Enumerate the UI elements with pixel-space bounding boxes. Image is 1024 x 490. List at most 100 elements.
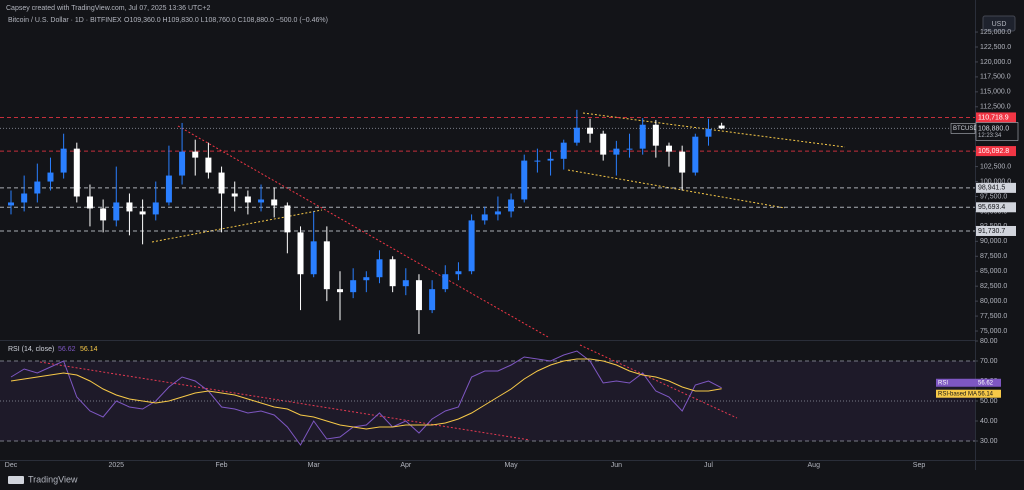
candle-body <box>600 133 607 155</box>
y-tick-label: 100,000.0 <box>980 178 1011 185</box>
y-tick-label: 120,000.0 <box>980 59 1011 66</box>
level-tag <box>976 202 1016 213</box>
candle-body <box>126 202 133 212</box>
candle-body <box>60 148 67 173</box>
y-tick-label: 30.00 <box>980 438 998 445</box>
candle-body <box>626 148 633 150</box>
credit: Capsey created with TradingView.com, Jul… <box>6 5 210 12</box>
x-tick-label: Sep <box>913 462 926 469</box>
candle-body <box>652 124 659 146</box>
candle-body <box>442 274 449 290</box>
series-line <box>10 350 722 446</box>
candle-body <box>86 196 93 209</box>
candle-body <box>271 199 278 206</box>
candle-body <box>73 148 80 197</box>
value-tag <box>936 389 1001 398</box>
series-line <box>10 358 722 430</box>
candle-body <box>244 196 251 203</box>
value-tag-label: 56.62 <box>978 380 994 386</box>
level-tag <box>976 112 1016 123</box>
symbol-label: BTCUSD <box>953 126 978 132</box>
level-label: 95,693.4 <box>978 204 1005 211</box>
y-tick-label: 40.00 <box>980 418 998 425</box>
level-label: 105,092.8 <box>978 148 1009 155</box>
y-tick-label: 77,500.0 <box>980 313 1007 320</box>
candle-body <box>521 160 528 200</box>
candle-body <box>297 232 304 275</box>
level-tag <box>976 146 1016 157</box>
level-label: 110,718.9 <box>978 114 1009 121</box>
brand-logo <box>8 476 24 484</box>
candle-body <box>47 172 54 182</box>
y-tick-label: 97,500.0 <box>980 193 1007 200</box>
y-tick-label: 70.00 <box>980 358 998 365</box>
symbol-title: Bitcoin / U.S. Dollar · 1D · BITFINEX <box>8 17 122 24</box>
currency[interactable]: USD <box>992 21 1007 28</box>
y-tick-label: 90,000.0 <box>980 238 1007 245</box>
y-tick-label: 87,500.0 <box>980 253 1007 260</box>
candle-body <box>455 271 462 275</box>
candle-body <box>179 151 186 176</box>
candle-body <box>8 202 14 206</box>
candle-body <box>258 199 265 203</box>
candle-body <box>494 211 501 215</box>
candle-body <box>363 277 370 281</box>
series-name: RSI <box>938 380 948 386</box>
candle-body <box>350 280 357 293</box>
symbol-tag <box>950 123 976 134</box>
rsi-title: RSI (14, close) <box>8 346 54 353</box>
candle-body <box>547 158 554 161</box>
candle-body <box>534 160 541 162</box>
candle-body <box>573 127 580 143</box>
candle-body <box>415 280 422 311</box>
candle-body <box>205 157 212 173</box>
y-tick-label: 80,000.0 <box>980 298 1007 305</box>
trend-line <box>579 344 738 419</box>
candle-body <box>639 124 646 149</box>
legend-value: 56.14 <box>80 346 98 353</box>
y-tick-label: 85,000.0 <box>980 268 1007 275</box>
level-tag <box>976 182 1016 193</box>
legend-value: 56.62 <box>58 346 76 353</box>
candle-body <box>481 214 488 221</box>
candle-body <box>337 289 343 293</box>
currency-button[interactable] <box>982 15 1016 32</box>
x-tick-label: Jun <box>611 462 622 469</box>
level-label: 98,941.5 <box>978 185 1005 192</box>
candle-body <box>389 259 396 287</box>
candle-body <box>692 136 699 173</box>
candle-body <box>323 241 330 290</box>
x-tick-label: Apr <box>400 462 412 469</box>
candle-body <box>284 205 291 233</box>
y-tick-label: 125,000.0 <box>980 29 1011 36</box>
candle-body <box>468 220 475 272</box>
y-tick-label: 122,500.0 <box>980 44 1011 51</box>
candle-body <box>508 199 515 212</box>
candle-body <box>560 142 567 159</box>
last-price: 108,880.0 <box>978 125 1009 132</box>
x-tick-label: Feb <box>216 462 228 469</box>
series-name: RSI-based MA <box>938 391 977 397</box>
trend-line <box>151 209 323 243</box>
y-tick-label: 115,000.0 <box>980 89 1011 96</box>
candle-body <box>310 241 317 275</box>
trend-line <box>177 125 549 338</box>
y-tick-label: 82,500.0 <box>980 283 1007 290</box>
candle-body <box>666 145 672 152</box>
y-tick-label: 102,500.0 <box>980 163 1011 170</box>
y-tick-label: 112,500.0 <box>980 104 1011 111</box>
y-tick-label: 80.00 <box>980 338 998 345</box>
value-tag <box>936 378 1001 387</box>
brand: TradingView <box>28 474 78 484</box>
candle-body <box>429 289 436 311</box>
candle-body <box>718 125 725 129</box>
price-tag <box>975 122 1019 141</box>
candle-body <box>139 211 146 215</box>
candle-body <box>113 202 120 221</box>
candle-body <box>192 151 199 158</box>
candle-body <box>21 193 28 203</box>
x-tick-label: Mar <box>308 462 321 469</box>
value-tag-label: 56.14 <box>978 391 994 397</box>
